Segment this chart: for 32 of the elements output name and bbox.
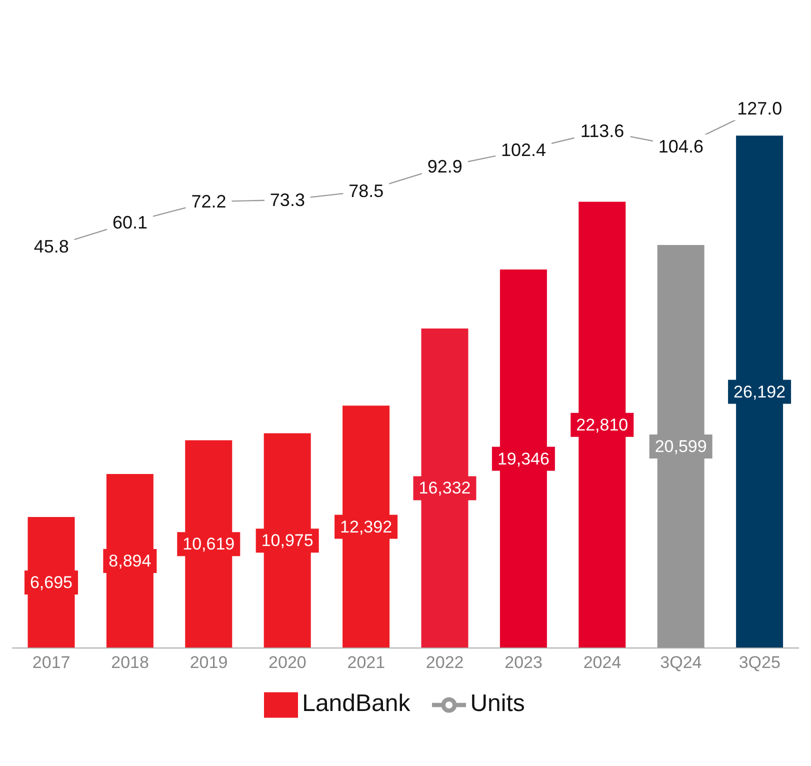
data-label: 113.6 (580, 121, 624, 142)
data-label: 10,975 (261, 531, 314, 550)
x-tick-label: 2024 (583, 653, 622, 672)
data-label: 78.5 (348, 180, 384, 201)
data-label: 12,392 (340, 517, 392, 536)
data-label: 72.2 (191, 192, 226, 212)
data-label: 16,332 (418, 478, 471, 498)
x-tick-label: 2023 (504, 653, 542, 672)
data-label: 104.6 (658, 136, 704, 156)
data-label: 102.4 (501, 140, 546, 160)
x-tick-label: 2018 (111, 653, 149, 672)
data-label: 127.0 (737, 98, 782, 118)
data-label: 26,192 (734, 382, 786, 402)
data-label: 60.1 (112, 212, 148, 232)
data-label: 20,599 (654, 437, 707, 456)
data-label: 19,346 (497, 449, 550, 468)
x-tick-label: 2021 (347, 653, 386, 672)
data-label: 22,810 (576, 415, 628, 434)
x-tick-label: 2019 (190, 653, 228, 672)
data-label: 45.8 (34, 236, 69, 257)
x-tick-label: 2020 (268, 653, 306, 672)
data-label: 6,695 (30, 573, 73, 592)
x-tick-label: 3Q24 (660, 653, 702, 672)
legend-label: LandBank (302, 690, 410, 718)
data-label: 73.3 (270, 190, 305, 210)
x-tick-label: 3Q25 (738, 653, 780, 672)
x-tick-label: 2017 (32, 653, 70, 672)
data-label: 92.9 (427, 156, 462, 176)
legend-label: Units (470, 690, 525, 718)
x-tick-label: 2022 (426, 653, 464, 672)
data-label: 8,894 (108, 552, 152, 571)
data-label: 10,619 (182, 534, 235, 554)
